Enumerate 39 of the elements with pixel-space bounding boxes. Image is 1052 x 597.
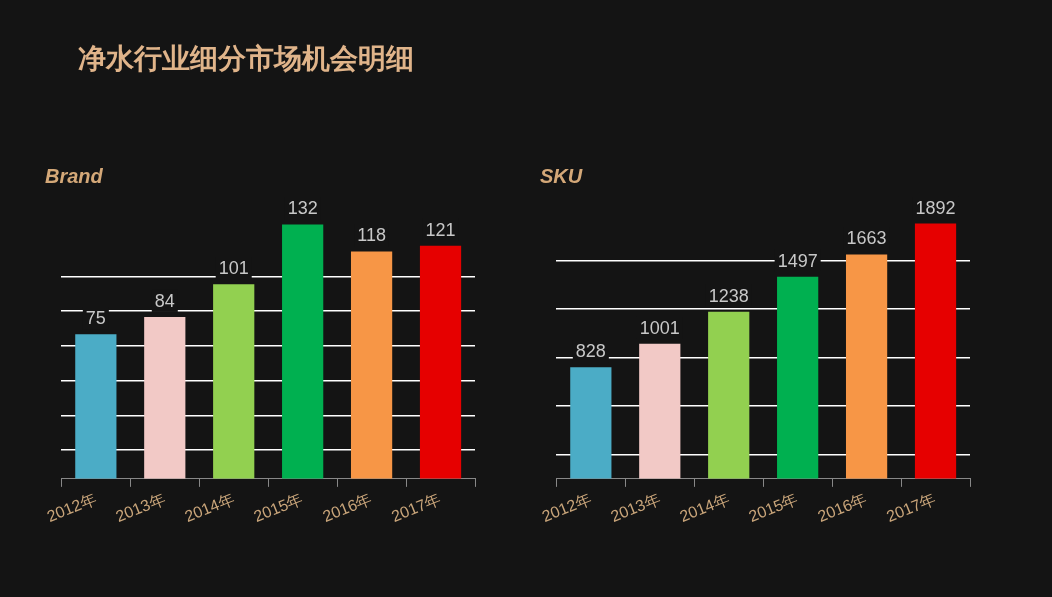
data-label: 84 bbox=[154, 290, 175, 311]
x-tick-label: 2014年 bbox=[677, 489, 732, 525]
bar bbox=[75, 334, 117, 479]
bar bbox=[213, 284, 255, 479]
text: 净水行业细分市场机会明细 bbox=[78, 41, 414, 77]
bar bbox=[570, 367, 612, 479]
data-label: 118 bbox=[357, 225, 386, 246]
x-tick-label: 2017年 bbox=[389, 489, 444, 525]
bar bbox=[350, 251, 393, 479]
x-tick-label: 2012年 bbox=[44, 489, 99, 525]
x-tick-label: 2016年 bbox=[320, 489, 375, 525]
data-label: 828 bbox=[575, 341, 606, 362]
chart-title: Brand bbox=[45, 164, 104, 187]
bar bbox=[777, 276, 819, 479]
bar bbox=[708, 311, 750, 479]
x-tick-label: 2016年 bbox=[815, 489, 870, 525]
bar bbox=[914, 223, 957, 479]
data-label: 132 bbox=[287, 198, 318, 219]
x-tick-label: 2015年 bbox=[746, 489, 801, 525]
data-label: 1892 bbox=[915, 197, 956, 218]
data-label: 75 bbox=[85, 308, 106, 329]
data-label: 1663 bbox=[846, 228, 887, 249]
bar bbox=[419, 245, 462, 479]
x-tick-label: 2014年 bbox=[182, 489, 237, 525]
bar bbox=[639, 343, 681, 479]
x-tick-label: 2012年 bbox=[539, 489, 594, 525]
data-label: 121 bbox=[425, 219, 456, 240]
x-tick-label: 2017年 bbox=[884, 489, 939, 525]
data-label: 1497 bbox=[777, 250, 818, 271]
x-tick-label: 2013年 bbox=[113, 489, 168, 525]
bar bbox=[144, 316, 186, 479]
bar bbox=[845, 254, 888, 479]
bar bbox=[282, 224, 324, 479]
data-label: 101 bbox=[218, 258, 249, 279]
x-tick-label: 2015年 bbox=[251, 489, 306, 525]
data-label: 1001 bbox=[639, 317, 680, 338]
chart-title: SKU bbox=[540, 164, 583, 187]
x-tick-label: 2013年 bbox=[608, 489, 663, 525]
data-label: 1238 bbox=[708, 285, 749, 306]
